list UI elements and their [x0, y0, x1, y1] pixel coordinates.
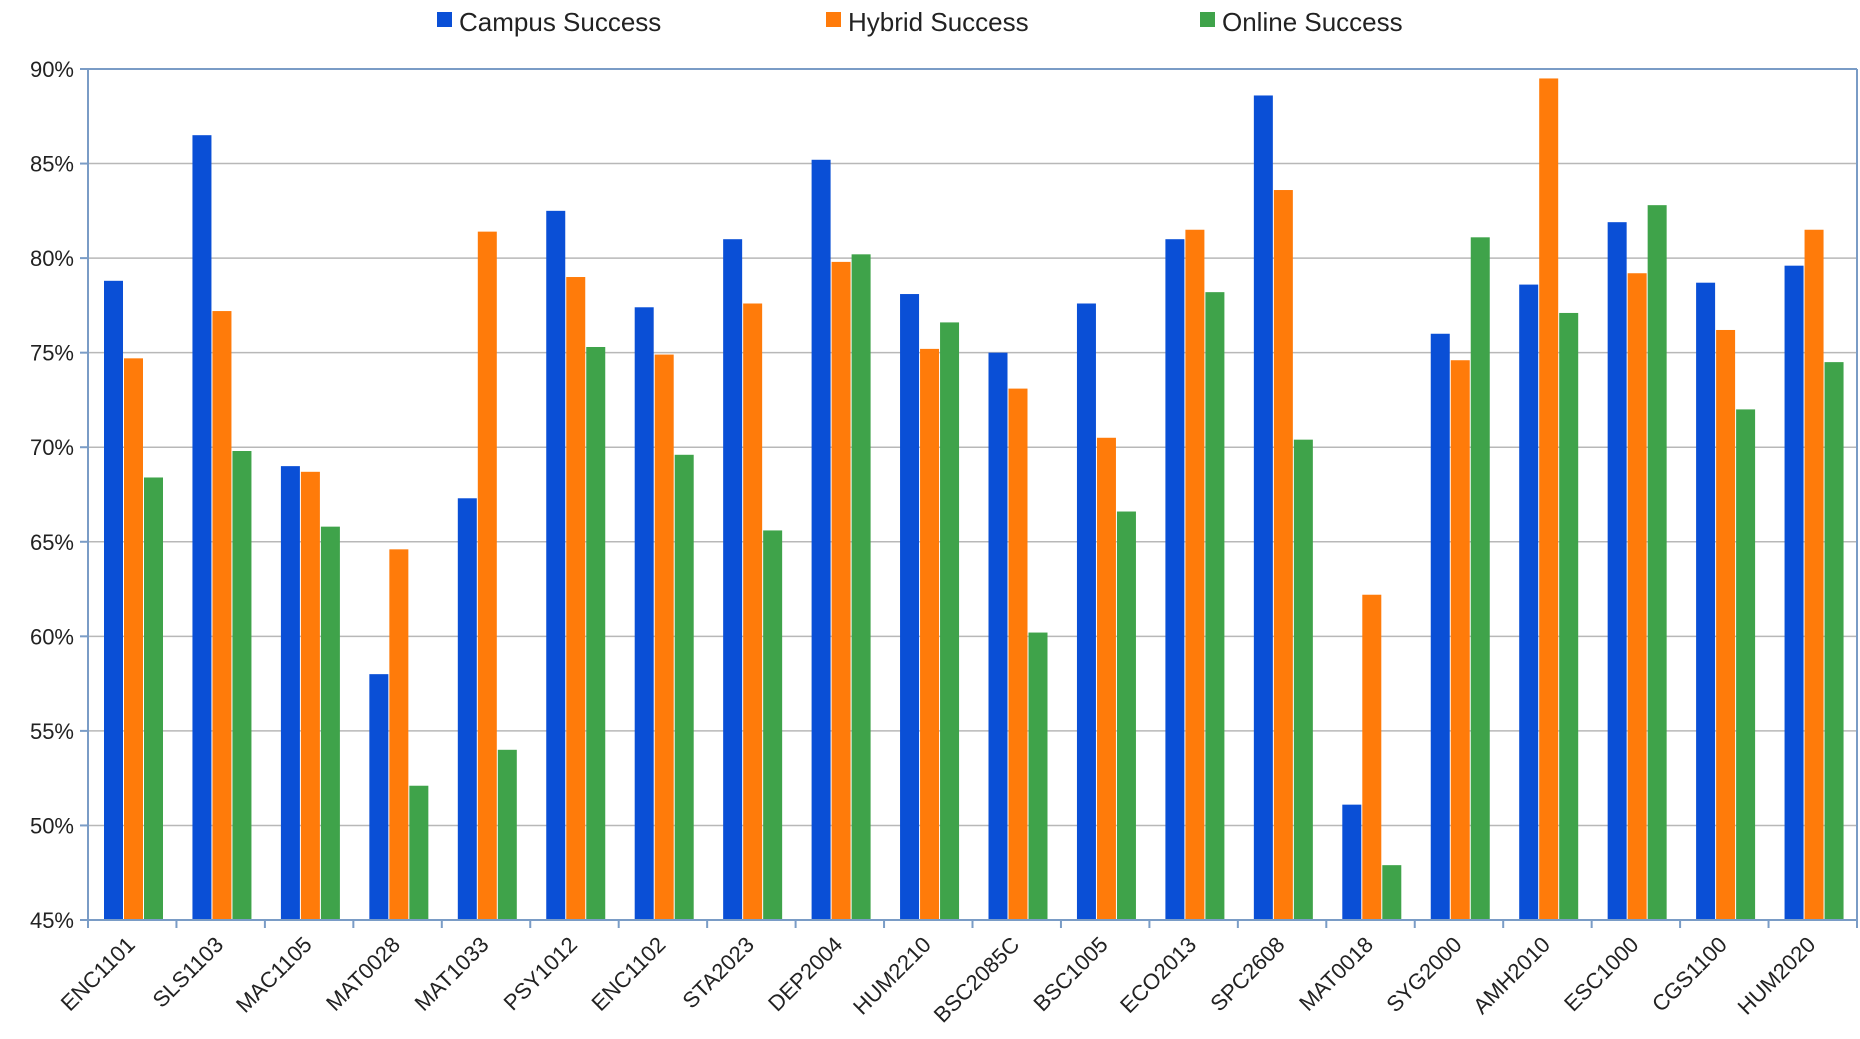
legend-label: Online Success — [1222, 7, 1403, 37]
legend-label: Campus Success — [459, 7, 661, 37]
legend-swatch — [1200, 12, 1215, 27]
bar-campus-success — [1519, 284, 1539, 920]
x-tick-label: SPC2608 — [1205, 932, 1289, 1016]
bar-hybrid-success — [477, 231, 497, 920]
x-tick-label: ESC1000 — [1559, 932, 1643, 1016]
bar-online-success — [144, 477, 163, 920]
bar-campus-success — [1253, 95, 1273, 920]
bar-hybrid-success — [124, 358, 143, 921]
bar-online-success — [320, 526, 340, 920]
bar-hybrid-success — [743, 303, 763, 920]
bar-online-success — [1559, 312, 1579, 920]
bar-hybrid-success — [212, 311, 232, 920]
x-tick-label: MAC1105 — [231, 932, 317, 1018]
y-tick-label: 65% — [30, 530, 74, 555]
bar-online-success — [763, 530, 783, 920]
bar-campus-success — [988, 352, 1008, 921]
x-tick-label: HUM2020 — [1733, 932, 1821, 1020]
y-tick-label: 80% — [30, 246, 74, 271]
bar-campus-success — [1696, 282, 1716, 920]
bar-online-success — [1205, 292, 1225, 920]
x-tick-label: MAT1033 — [410, 932, 494, 1016]
x-tick-label: HUM2210 — [848, 932, 936, 1020]
x-tick-label: PSY1012 — [499, 932, 582, 1015]
x-tick-label: CGS1100 — [1647, 932, 1732, 1017]
bar-hybrid-success — [1096, 437, 1116, 920]
bar-campus-success — [192, 135, 212, 920]
bar-online-success — [586, 346, 606, 920]
bar-campus-success — [1076, 303, 1096, 920]
legend-swatch — [826, 12, 841, 27]
bar-hybrid-success — [920, 348, 940, 921]
x-tick-label: ENC1102 — [586, 932, 670, 1016]
x-tick-label: SLS1103 — [148, 932, 229, 1013]
bar-campus-success — [811, 159, 831, 921]
bar-campus-success — [634, 307, 654, 920]
bar-online-success — [1116, 511, 1136, 920]
y-tick-label: 50% — [30, 813, 74, 838]
bar-hybrid-success — [654, 354, 674, 921]
bar-online-success — [940, 322, 960, 920]
x-tick-label: SYG2000 — [1381, 932, 1466, 1017]
y-tick-label: 90% — [30, 57, 74, 82]
bar-campus-success — [546, 210, 566, 921]
bar-hybrid-success — [831, 261, 851, 921]
x-tick-label: AMH2010 — [1468, 932, 1555, 1019]
bar-campus-success — [900, 294, 920, 920]
bar-hybrid-success — [1539, 78, 1559, 920]
bar-campus-success — [1342, 804, 1362, 920]
bar-campus-success — [280, 466, 300, 920]
bar-campus-success — [104, 280, 123, 920]
plot-area — [88, 69, 1857, 920]
legend-label: Hybrid Success — [848, 7, 1029, 37]
bar-hybrid-success — [300, 471, 320, 920]
bar-hybrid-success — [1804, 229, 1824, 920]
y-tick-label: 85% — [30, 152, 74, 177]
x-tick-label: BSC1005 — [1028, 932, 1112, 1016]
x-tick-label: DEP2004 — [763, 932, 847, 1016]
bar-hybrid-success — [1273, 190, 1293, 920]
bar-hybrid-success — [1450, 360, 1470, 921]
bar-online-success — [1647, 205, 1667, 920]
bar-campus-success — [1430, 333, 1450, 920]
bar-hybrid-success — [1008, 388, 1028, 920]
bar-hybrid-success — [389, 549, 409, 920]
bar-campus-success — [369, 674, 389, 920]
bar-hybrid-success — [1185, 229, 1205, 920]
bar-campus-success — [1607, 222, 1627, 920]
bar-campus-success — [457, 498, 477, 920]
x-tick-label: STA2023 — [678, 932, 759, 1013]
legend-swatch — [437, 12, 452, 27]
bar-online-success — [497, 749, 517, 920]
y-tick-label: 55% — [30, 719, 74, 744]
y-tick-label: 60% — [30, 624, 74, 649]
y-tick-label: 75% — [30, 341, 74, 366]
y-tick-label: 70% — [30, 435, 74, 460]
x-tick-label: MAT0018 — [1294, 932, 1378, 1016]
bar-campus-success — [1784, 265, 1804, 921]
bar-online-success — [1824, 362, 1844, 921]
bar-online-success — [851, 254, 871, 921]
bar-campus-success — [1165, 239, 1185, 920]
bar-online-success — [1382, 865, 1402, 920]
bar-online-success — [674, 454, 694, 920]
y-tick-label: 45% — [30, 908, 74, 933]
bar-hybrid-success — [566, 277, 586, 920]
bar-online-success — [1470, 237, 1490, 920]
bar-hybrid-success — [1716, 329, 1736, 920]
bar-hybrid-success — [1627, 273, 1647, 920]
bar-hybrid-success — [1362, 594, 1382, 920]
bar-online-success — [232, 451, 252, 920]
bar-online-success — [1293, 439, 1313, 920]
bar-online-success — [1028, 632, 1048, 920]
bar-campus-success — [723, 239, 743, 920]
x-tick-label: BSC2085C — [929, 932, 1025, 1028]
x-tick-label: ENC1101 — [56, 932, 140, 1016]
x-tick-label: MAT0028 — [321, 932, 405, 1016]
bar-online-success — [1736, 409, 1756, 920]
x-tick-label: ECO2013 — [1115, 932, 1201, 1018]
bar-online-success — [409, 785, 429, 920]
